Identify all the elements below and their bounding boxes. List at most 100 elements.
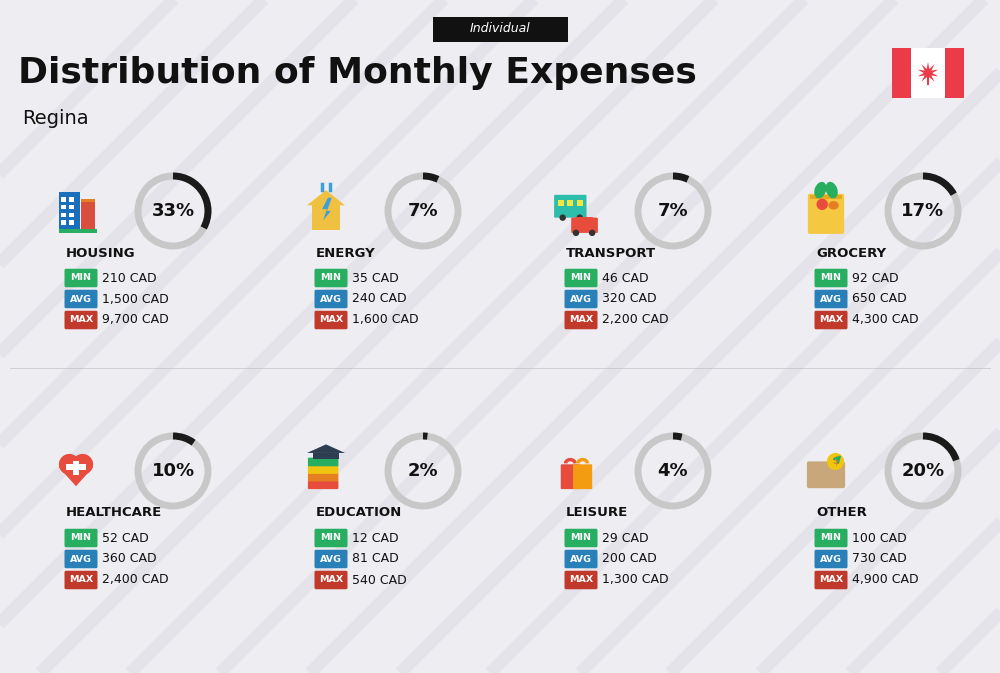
Text: 7%: 7%	[658, 202, 688, 220]
Text: 20%: 20%	[901, 462, 945, 480]
FancyBboxPatch shape	[554, 194, 586, 217]
FancyBboxPatch shape	[64, 571, 98, 590]
FancyBboxPatch shape	[814, 550, 848, 568]
FancyBboxPatch shape	[61, 205, 66, 209]
Circle shape	[559, 215, 566, 221]
FancyBboxPatch shape	[945, 48, 964, 98]
FancyBboxPatch shape	[313, 453, 339, 459]
FancyBboxPatch shape	[66, 464, 86, 470]
FancyBboxPatch shape	[314, 550, 348, 568]
FancyBboxPatch shape	[69, 197, 74, 202]
Text: 2,400 CAD: 2,400 CAD	[102, 573, 169, 586]
Circle shape	[589, 229, 595, 236]
FancyBboxPatch shape	[432, 17, 568, 42]
Text: MAX: MAX	[69, 575, 93, 584]
FancyBboxPatch shape	[810, 195, 842, 199]
FancyBboxPatch shape	[314, 290, 348, 308]
Polygon shape	[918, 62, 938, 84]
Text: 12 CAD: 12 CAD	[352, 532, 399, 544]
Text: 10%: 10%	[151, 462, 195, 480]
Text: LEISURE: LEISURE	[566, 507, 628, 520]
Text: Individual: Individual	[470, 22, 530, 36]
Text: OTHER: OTHER	[816, 507, 867, 520]
Text: AVG: AVG	[820, 555, 842, 563]
FancyBboxPatch shape	[808, 194, 844, 234]
Text: 1,600 CAD: 1,600 CAD	[352, 314, 419, 326]
Circle shape	[827, 453, 844, 470]
FancyBboxPatch shape	[558, 200, 564, 206]
FancyBboxPatch shape	[567, 200, 573, 206]
Text: 92 CAD: 92 CAD	[852, 271, 899, 285]
FancyBboxPatch shape	[564, 290, 598, 308]
FancyBboxPatch shape	[61, 197, 66, 202]
Text: 2%: 2%	[408, 462, 438, 480]
Text: 730 CAD: 730 CAD	[852, 553, 907, 565]
FancyBboxPatch shape	[575, 217, 593, 226]
Text: 1,500 CAD: 1,500 CAD	[102, 293, 169, 306]
Text: Distribution of Monthly Expenses: Distribution of Monthly Expenses	[18, 56, 697, 90]
FancyBboxPatch shape	[64, 550, 98, 568]
FancyBboxPatch shape	[64, 529, 98, 547]
Text: 9,700 CAD: 9,700 CAD	[102, 314, 169, 326]
Circle shape	[573, 229, 579, 236]
Circle shape	[816, 199, 828, 210]
Text: 29 CAD: 29 CAD	[602, 532, 649, 544]
FancyBboxPatch shape	[577, 200, 583, 206]
Ellipse shape	[826, 182, 838, 199]
Polygon shape	[307, 190, 345, 205]
FancyBboxPatch shape	[64, 311, 98, 329]
Text: 35 CAD: 35 CAD	[352, 271, 399, 285]
Text: AVG: AVG	[70, 555, 92, 563]
Polygon shape	[322, 198, 332, 221]
Circle shape	[72, 454, 93, 474]
Text: MIN: MIN	[820, 534, 842, 542]
Text: MAX: MAX	[569, 316, 593, 324]
Text: MIN: MIN	[70, 534, 92, 542]
Text: 1,300 CAD: 1,300 CAD	[602, 573, 669, 586]
FancyBboxPatch shape	[308, 481, 338, 489]
Text: AVG: AVG	[320, 295, 342, 304]
Polygon shape	[59, 467, 93, 486]
Text: ENERGY: ENERGY	[316, 246, 376, 260]
FancyBboxPatch shape	[64, 290, 98, 308]
FancyBboxPatch shape	[61, 220, 66, 225]
Text: 100 CAD: 100 CAD	[852, 532, 907, 544]
Text: MIN: MIN	[70, 273, 92, 283]
FancyBboxPatch shape	[814, 571, 848, 590]
Circle shape	[59, 454, 80, 474]
FancyBboxPatch shape	[814, 529, 848, 547]
FancyBboxPatch shape	[312, 205, 340, 230]
Text: MAX: MAX	[569, 575, 593, 584]
Text: AVG: AVG	[70, 295, 92, 304]
FancyBboxPatch shape	[69, 213, 74, 217]
Text: 4,900 CAD: 4,900 CAD	[852, 573, 919, 586]
FancyBboxPatch shape	[571, 217, 598, 233]
Text: 52 CAD: 52 CAD	[102, 532, 149, 544]
FancyBboxPatch shape	[564, 550, 598, 568]
FancyBboxPatch shape	[73, 460, 79, 474]
Text: TRANSPORT: TRANSPORT	[566, 246, 656, 260]
Text: 240 CAD: 240 CAD	[352, 293, 407, 306]
Text: 360 CAD: 360 CAD	[102, 553, 157, 565]
Text: MAX: MAX	[69, 316, 93, 324]
Ellipse shape	[828, 201, 839, 209]
FancyBboxPatch shape	[308, 473, 338, 481]
FancyBboxPatch shape	[314, 571, 348, 590]
FancyBboxPatch shape	[314, 529, 348, 547]
FancyBboxPatch shape	[81, 201, 95, 230]
Text: 320 CAD: 320 CAD	[602, 293, 657, 306]
FancyBboxPatch shape	[814, 269, 848, 287]
FancyBboxPatch shape	[564, 529, 598, 547]
Text: $: $	[832, 456, 839, 466]
FancyBboxPatch shape	[81, 199, 95, 203]
Text: 17%: 17%	[901, 202, 945, 220]
Text: 4%: 4%	[658, 462, 688, 480]
FancyBboxPatch shape	[69, 205, 74, 209]
FancyBboxPatch shape	[892, 48, 964, 98]
Text: MIN: MIN	[320, 273, 341, 283]
Text: MAX: MAX	[819, 575, 843, 584]
Text: MAX: MAX	[319, 575, 343, 584]
Text: MAX: MAX	[819, 316, 843, 324]
Text: 7%: 7%	[408, 202, 438, 220]
Text: 2,200 CAD: 2,200 CAD	[602, 314, 669, 326]
